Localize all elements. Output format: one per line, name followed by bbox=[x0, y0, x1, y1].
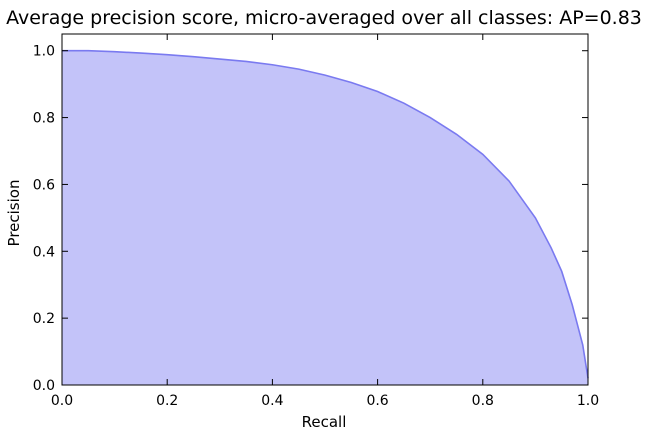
precision-recall-line bbox=[62, 49, 589, 379]
x-tick-label: 0.6 bbox=[366, 393, 388, 409]
plot-frame bbox=[61, 33, 589, 386]
axis-ticks: 0.0 0.2 0.4 0.6 0.8 1.0 0.0 0.2 0.4 0.6 0.8 1.0 bbox=[33, 34, 599, 409]
y-tick-label: 0.2 bbox=[33, 311, 55, 327]
y-tick-label: 1.0 bbox=[33, 44, 55, 60]
x-tick-label: 0.2 bbox=[156, 393, 178, 409]
y-tick-label: 0.8 bbox=[33, 111, 55, 127]
precision-recall-area bbox=[62, 50, 588, 386]
chart-title: Average precision score, micro-averaged … bbox=[6, 7, 642, 29]
x-tick-label: 0.4 bbox=[261, 393, 283, 409]
y-axis-label: Precision bbox=[5, 180, 23, 247]
x-tick-label: 1.0 bbox=[577, 393, 599, 409]
x-tick-label: 0.8 bbox=[472, 393, 494, 409]
x-axis-label: Recall bbox=[302, 413, 347, 431]
y-tick-label: 0.4 bbox=[33, 244, 55, 260]
x-tick-label: 0.0 bbox=[51, 393, 73, 409]
y-tick-label: 0.0 bbox=[33, 378, 55, 394]
y-tick-label: 0.6 bbox=[33, 177, 55, 193]
plot-area bbox=[61, 33, 589, 386]
